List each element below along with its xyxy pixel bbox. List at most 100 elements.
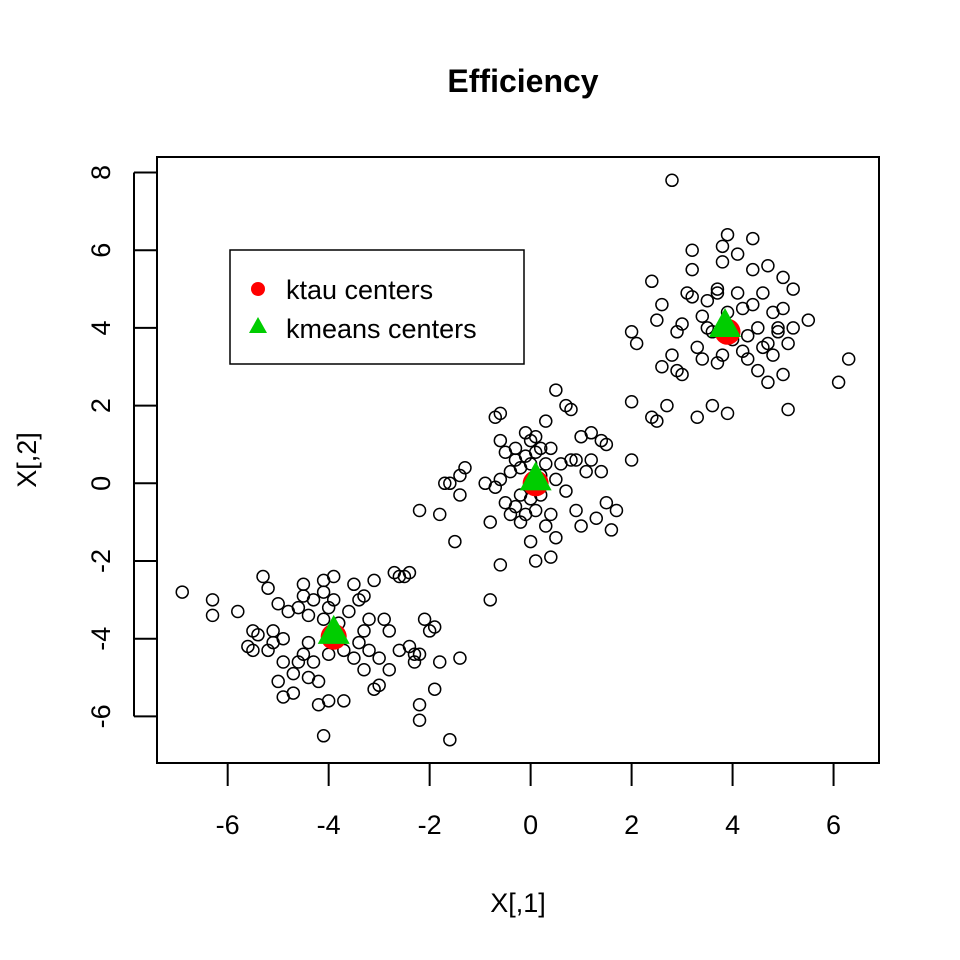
data-point <box>579 464 593 479</box>
data-point <box>539 414 553 428</box>
data-point <box>720 406 735 421</box>
data-point <box>549 383 563 397</box>
data-point <box>362 643 376 658</box>
data-point <box>271 674 285 689</box>
data-point <box>690 410 704 425</box>
data-point <box>286 686 301 700</box>
data-point <box>740 352 755 366</box>
data-point <box>710 282 725 296</box>
data-point <box>402 565 417 580</box>
x-tick-label: 0 <box>523 810 538 840</box>
data-point <box>326 593 341 607</box>
data-point <box>574 519 588 533</box>
y-tick-label: 2 <box>86 398 116 413</box>
data-point <box>483 593 497 607</box>
legend-ktau-label: ktau centers <box>286 275 433 305</box>
data-point <box>301 635 316 650</box>
data-point <box>246 643 260 658</box>
data-point <box>771 325 785 339</box>
data-point <box>801 313 816 327</box>
data-point <box>276 631 290 646</box>
data-point <box>544 550 558 564</box>
data-point <box>685 262 699 277</box>
data-point <box>321 647 336 661</box>
data-point <box>347 577 361 592</box>
y-tick-label: 4 <box>86 320 116 335</box>
data-point <box>665 348 679 362</box>
data-point <box>458 461 472 475</box>
data-point <box>776 270 790 285</box>
data-point <box>624 394 639 409</box>
data-point <box>493 472 508 487</box>
x-tick-label: -2 <box>418 810 442 840</box>
data-point <box>266 624 280 638</box>
data-point <box>786 282 800 296</box>
data-point <box>589 511 604 526</box>
y-tick-label: -2 <box>86 549 116 573</box>
y-tick-label: -4 <box>86 627 116 651</box>
data-point <box>337 694 351 708</box>
data-point <box>528 429 543 444</box>
data-point <box>286 666 301 681</box>
data-point <box>306 655 321 669</box>
data-point <box>655 297 669 312</box>
data-point <box>761 375 775 390</box>
data-point <box>599 495 614 510</box>
data-point <box>326 569 341 584</box>
data-point <box>544 507 558 522</box>
data-point <box>690 340 704 355</box>
legend: ktau centers kmeans centers <box>229 249 525 365</box>
data-point <box>427 620 442 634</box>
data-point <box>261 581 275 595</box>
data-point <box>316 612 331 627</box>
data-point <box>655 360 669 374</box>
y-axis: -6 -4 -2 0 2 4 6 8 <box>86 165 157 728</box>
data-point <box>432 507 447 522</box>
x-tick-label: -4 <box>317 810 341 840</box>
data-point <box>781 336 795 351</box>
data-point <box>624 325 639 339</box>
x-axis: -6 -4 -2 0 2 4 6 <box>216 762 841 840</box>
cluster-centers <box>317 307 742 650</box>
data-point <box>306 593 321 607</box>
data-point <box>448 534 462 549</box>
data-point <box>528 554 543 568</box>
data-point <box>740 328 755 343</box>
data-point <box>316 729 331 743</box>
data-point <box>231 604 245 619</box>
x-tick-label: 4 <box>725 810 740 840</box>
data-point <box>533 441 548 456</box>
data-point <box>508 499 523 514</box>
data-point <box>382 663 397 677</box>
data-point <box>443 476 457 491</box>
data-point <box>175 585 189 599</box>
data-point <box>321 694 336 708</box>
data-point <box>417 612 432 627</box>
data-point <box>715 255 730 269</box>
data-point <box>372 651 386 665</box>
data-point <box>831 375 846 390</box>
legend-box <box>229 249 525 365</box>
data-point <box>523 534 538 549</box>
data-point <box>443 732 457 747</box>
data-point <box>382 624 397 638</box>
data-point <box>412 647 427 661</box>
data-point <box>205 593 220 607</box>
data-point <box>357 589 371 603</box>
data-point <box>730 286 745 300</box>
data-point <box>751 363 765 378</box>
data-point <box>427 682 442 696</box>
data-point <box>746 297 760 312</box>
data-point <box>438 476 452 491</box>
chart-title: Efficiency <box>447 63 598 99</box>
x-tick-label: 2 <box>624 810 639 840</box>
data-point <box>251 628 265 642</box>
data-point <box>665 173 679 188</box>
data-point <box>751 321 765 335</box>
data-point <box>730 247 745 261</box>
data-point <box>629 336 644 351</box>
data-point <box>528 503 543 518</box>
data-point <box>311 674 326 689</box>
data-point <box>291 600 306 615</box>
